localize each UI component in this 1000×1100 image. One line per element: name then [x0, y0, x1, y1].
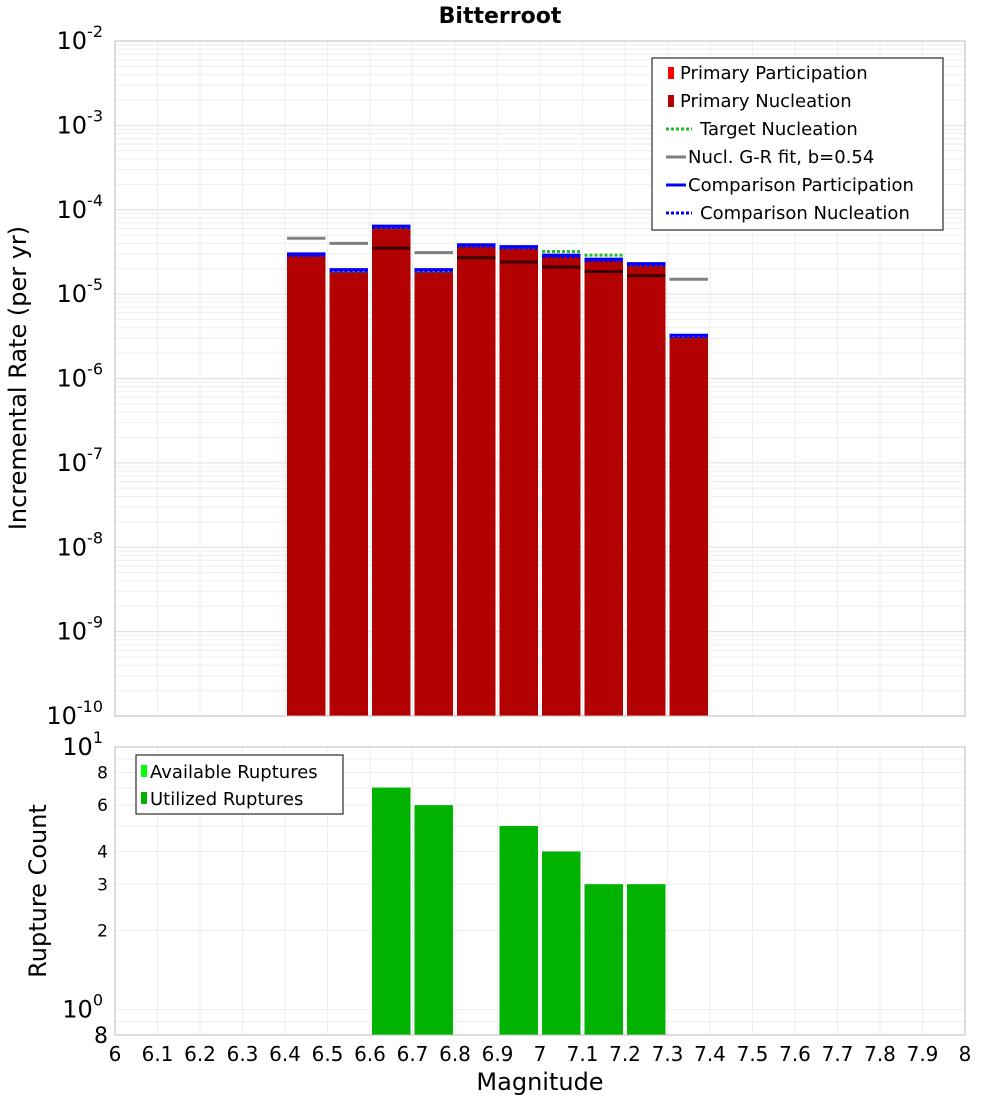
rate-y-axis-label: Incremental Rate (per yr)	[4, 226, 32, 530]
x-axis-label: Magnitude	[476, 1068, 603, 1096]
count-legend-label: Utilized Ruptures	[150, 789, 303, 810]
utilized-ruptures-bar	[372, 787, 411, 1035]
rate-panel: 10-10 10-9 10-8 10-7 10-6 10-5 10-4 10-3 10-2 In…	[4, 22, 966, 730]
count-y-tick-label: 101	[62, 728, 103, 761]
utilized-ruptures-bar	[499, 826, 538, 1035]
rate-legend-box	[651, 57, 944, 231]
rate-legend-label: Primary Participation	[680, 63, 868, 84]
x-tick-label: 6.4	[269, 1042, 301, 1066]
count-plot-frame	[114, 746, 966, 1036]
rate-y-tick-label: 10-4	[57, 191, 104, 224]
count-legend: Available Ruptures Utilized Ruptures	[135, 754, 344, 815]
count-x-ticks: 6 6.1 6.2 6.3 6.4 6.5 6.6 6.7 6.8 6.9 7 7.1 7.2 7.3 7.…	[109, 1042, 972, 1066]
chart-title: Bitterroot	[439, 4, 562, 29]
nucleation-bar	[542, 256, 581, 716]
rate-legend-label: Primary Nucleation	[680, 91, 852, 112]
x-tick-label: 8	[959, 1042, 972, 1066]
x-tick-label: 7.7	[822, 1042, 854, 1066]
count-bars	[372, 787, 666, 1035]
utilized-ruptures-bar	[542, 851, 581, 1035]
count-y-minor-tick-label: 8	[97, 763, 108, 783]
x-tick-label: 7.8	[864, 1042, 896, 1066]
count-y-minor-tick-label: 4	[97, 842, 108, 862]
rate-y-tick-label: 10-3	[57, 106, 104, 139]
rate-legend-label: Comparison Nucleation	[700, 203, 910, 224]
rate-y-tick-label: 10-10	[46, 697, 103, 730]
rate-bars	[287, 227, 708, 717]
nucleation-bar	[329, 271, 368, 716]
nucleation-bar	[372, 227, 411, 716]
nucleation-bar	[584, 260, 623, 716]
count-y-minor-tick-label: 3	[97, 875, 108, 895]
x-tick-label: 7.9	[907, 1042, 939, 1066]
rate-y-tick-label: 10-7	[57, 444, 104, 477]
x-tick-label: 7	[534, 1042, 547, 1066]
nucleation-bar	[499, 248, 538, 717]
nucleation-bar	[627, 265, 666, 716]
legend-swatch	[141, 765, 147, 777]
nucleation-bar	[287, 255, 326, 716]
x-tick-label: 6.1	[142, 1042, 174, 1066]
rate-y-tick-label: 10-5	[57, 275, 104, 308]
rate-y-tick-label: 10-2	[57, 22, 104, 55]
rate-y-tick-label: 10-8	[57, 528, 104, 561]
legend-swatch	[668, 67, 674, 79]
legend-swatch	[141, 792, 147, 804]
rate-y-ticks: 10-10 10-9 10-8 10-7 10-6 10-5 10-4 10-3 10-2	[46, 22, 103, 730]
x-tick-label: 7.5	[737, 1042, 769, 1066]
x-tick-label: 7.3	[652, 1042, 684, 1066]
count-y-minor-tick-label: 6	[97, 796, 108, 816]
rate-legend: Primary Participation Primary Nucleation T…	[651, 57, 944, 231]
count-y-minor-tick-label: 2	[97, 922, 108, 942]
rate-y-tick-label: 10-6	[57, 360, 104, 393]
x-tick-label: 6.7	[397, 1042, 429, 1066]
nucleation-bar	[414, 271, 453, 716]
nucleation-bar	[669, 337, 708, 716]
count-y-tick-label: 100	[62, 991, 103, 1024]
rate-plot-frame	[114, 40, 966, 717]
x-tick-label: 7.1	[567, 1042, 599, 1066]
x-tick-label: 6.9	[482, 1042, 514, 1066]
count-y-minor-tick-label: 8	[94, 1024, 108, 1049]
legend-swatch	[668, 95, 674, 107]
utilized-ruptures-bar	[584, 884, 623, 1035]
utilized-ruptures-bar	[627, 884, 666, 1035]
rate-legend-label: Target Nucleation	[699, 119, 858, 140]
rate-legend-label: Comparison Participation	[688, 175, 914, 196]
rate-legend-label: Nucl. G-R fit, b=0.54	[688, 147, 874, 168]
nucleation-bar	[457, 246, 496, 716]
x-tick-label: 6.5	[312, 1042, 344, 1066]
x-tick-label: 7.6	[779, 1042, 811, 1066]
x-tick-label: 6	[109, 1042, 122, 1066]
count-legend-box	[135, 754, 344, 815]
x-tick-label: 6.2	[184, 1042, 216, 1066]
x-tick-label: 7.4	[694, 1042, 726, 1066]
count-y-axis-label: Rupture Count	[24, 804, 52, 978]
x-tick-label: 6.6	[354, 1042, 386, 1066]
x-tick-label: 6.8	[439, 1042, 471, 1066]
x-tick-label: 6.3	[227, 1042, 259, 1066]
rate-grid	[114, 41, 966, 717]
x-tick-label: 7.2	[609, 1042, 641, 1066]
rate-y-tick-label: 10-9	[57, 613, 104, 646]
count-legend-label: Available Ruptures	[150, 762, 318, 783]
rate-lines	[287, 224, 708, 339]
utilized-ruptures-bar	[414, 805, 453, 1035]
